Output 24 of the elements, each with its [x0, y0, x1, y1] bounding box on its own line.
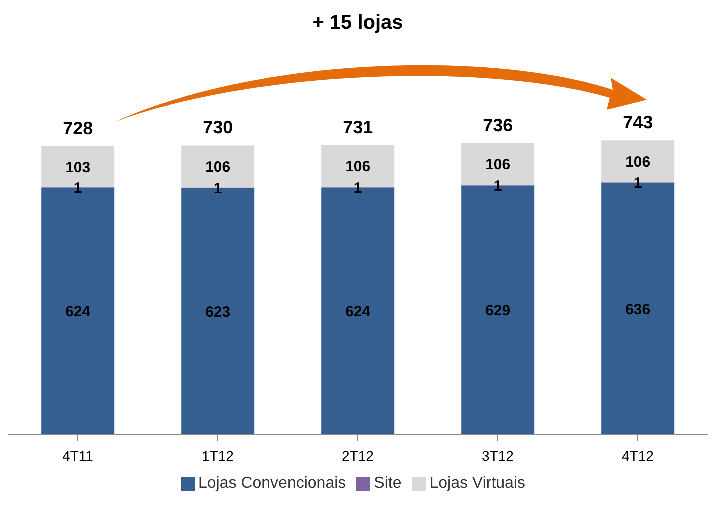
legend-label: Lojas Virtuais: [430, 475, 526, 492]
data-label: 106: [626, 154, 651, 171]
x-tick-label: 1T12: [202, 448, 234, 464]
legend-label: Lojas Convencionais: [198, 475, 346, 492]
legend-label: Site: [374, 475, 402, 492]
x-tick-label: 4T12: [622, 448, 654, 464]
total-label: 743: [623, 112, 654, 133]
total-label: 730: [203, 118, 234, 138]
x-tick-label: 4T11: [62, 448, 94, 464]
x-tick-label: 2T12: [342, 448, 374, 464]
total-label: 736: [483, 115, 514, 136]
x-tick-label: 3T12: [482, 448, 514, 464]
data-label: 106: [486, 156, 511, 174]
data-label: 623: [206, 304, 231, 321]
text: + 15 lojas: [312, 12, 404, 35]
data-label: 624: [346, 304, 372, 321]
data-label: 103: [66, 159, 91, 176]
data-label: 636: [626, 301, 651, 318]
data-label: 624: [66, 304, 92, 321]
total-label: 728: [63, 118, 94, 139]
total-label: 731: [343, 117, 374, 138]
data-label: 629: [486, 302, 511, 320]
data-label: 106: [346, 158, 371, 176]
data-label: 106: [206, 159, 231, 176]
